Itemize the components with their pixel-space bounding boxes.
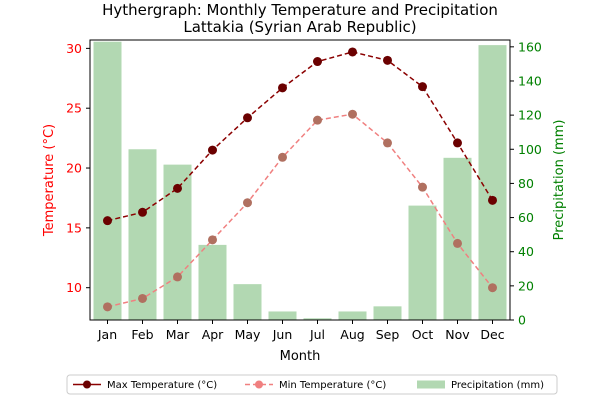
x-tick-label: Feb — [131, 327, 153, 342]
max-temp-point-dec — [488, 195, 497, 205]
right-tick-label: 60 — [518, 210, 534, 225]
max-temp-point-jan — [103, 216, 112, 226]
x-tick-label: Apr — [202, 327, 224, 342]
x-tick-label: May — [235, 327, 261, 342]
x-tick-label: Dec — [480, 327, 504, 342]
min-temp-point-aug — [348, 109, 357, 119]
right-tick-label: 0 — [518, 313, 526, 328]
legend: Max Temperature (°C) Min Temperature (°C)… — [66, 374, 558, 395]
right-tick-label: 160 — [518, 39, 542, 54]
min-temp-point-feb — [138, 293, 147, 303]
precipitation-bar-dec — [478, 45, 507, 321]
right-tick-label: 120 — [518, 108, 542, 123]
max-temp-point-aug — [348, 47, 357, 57]
x-tick-label: Jun — [272, 327, 293, 342]
precipitation-bar-sep — [373, 306, 402, 320]
left-tick-label: 10 — [66, 280, 82, 295]
left-tick-label: 15 — [66, 220, 82, 235]
precipitation-bar-jul — [303, 318, 332, 320]
y-axis-left-label: Temperature (°C) — [42, 124, 57, 237]
max-temp-legend-label: Max Temperature (°C) — [107, 380, 217, 391]
precipitation-legend-swatch — [417, 380, 445, 389]
precipitation-bar-aug — [338, 311, 367, 320]
plot-frame — [89, 39, 511, 321]
x-tick-label: Jan — [97, 327, 117, 342]
x-tick-label: Aug — [340, 327, 364, 342]
min-temp-point-mar — [173, 272, 182, 282]
max-temp-point-jun — [278, 83, 287, 93]
precipitation-bar-feb — [128, 149, 157, 320]
x-tick-label: Nov — [445, 327, 470, 342]
temperature-lines — [103, 47, 497, 312]
axes: 10 15 20 25 30 0 20 40 60 80 100 120 140 160 Jan Feb Mar… — [66, 39, 542, 342]
left-tick-label: 20 — [66, 161, 82, 176]
x-axis-label: Month — [280, 349, 321, 364]
max-temp-point-may — [243, 113, 252, 123]
min-temp-point-apr — [208, 235, 217, 245]
right-tick-label: 40 — [518, 244, 534, 259]
min-temp-line — [107, 113, 494, 308]
precipitation-bars — [93, 41, 507, 321]
x-tick-label: Jul — [309, 327, 325, 342]
max-temp-point-oct — [418, 82, 427, 92]
y-axis-right-label: Precipitation (mm) — [552, 120, 567, 241]
precipitation-bar-oct — [408, 205, 437, 320]
min-temp-legend-label: Min Temperature (°C) — [279, 380, 386, 391]
chart-title-line1: Hythergraph: Monthly Temperature and Pre… — [102, 1, 498, 19]
max-temp-point-sep — [383, 55, 392, 65]
max-temp-point-mar — [173, 183, 182, 193]
max-temp-point-jul — [313, 57, 322, 67]
x-tick-label: Sep — [376, 327, 400, 342]
x-tick-label: Mar — [166, 327, 190, 342]
x-tick-label: Oct — [412, 327, 434, 342]
right-tick-label: 80 — [518, 176, 534, 191]
max-temp-point-nov — [453, 138, 462, 148]
left-tick-label: 30 — [66, 41, 82, 56]
min-temp-point-sep — [383, 138, 392, 148]
precipitation-bar-may — [233, 284, 262, 320]
precipitation-bar-jun — [268, 311, 297, 320]
right-tick-label: 140 — [518, 73, 542, 88]
precipitation-bar-nov — [443, 157, 472, 320]
min-temp-point-dec — [488, 283, 497, 293]
precipitation-legend-label: Precipitation (mm) — [451, 380, 544, 391]
right-tick-label: 100 — [518, 142, 542, 157]
min-temp-legend-marker — [255, 380, 263, 389]
max-temp-point-apr — [208, 145, 217, 155]
max-temp-point-feb — [138, 207, 147, 217]
min-temp-point-may — [243, 198, 252, 208]
left-tick-label: 25 — [66, 101, 82, 116]
chart-title-line2: Lattakia (Syrian Arab Republic) — [183, 18, 416, 36]
max-temp-line — [107, 51, 494, 222]
min-temp-point-jan — [103, 302, 112, 312]
right-tick-label: 20 — [518, 278, 534, 293]
min-temp-point-jul — [313, 115, 322, 125]
max-temp-legend-marker — [83, 380, 91, 389]
precipitation-bar-jan — [93, 41, 122, 321]
min-temp-point-oct — [418, 182, 427, 192]
min-temp-point-jun — [278, 152, 287, 162]
legend-box — [66, 374, 558, 395]
precipitation-bar-apr — [198, 244, 227, 320]
min-temp-point-nov — [453, 238, 462, 248]
